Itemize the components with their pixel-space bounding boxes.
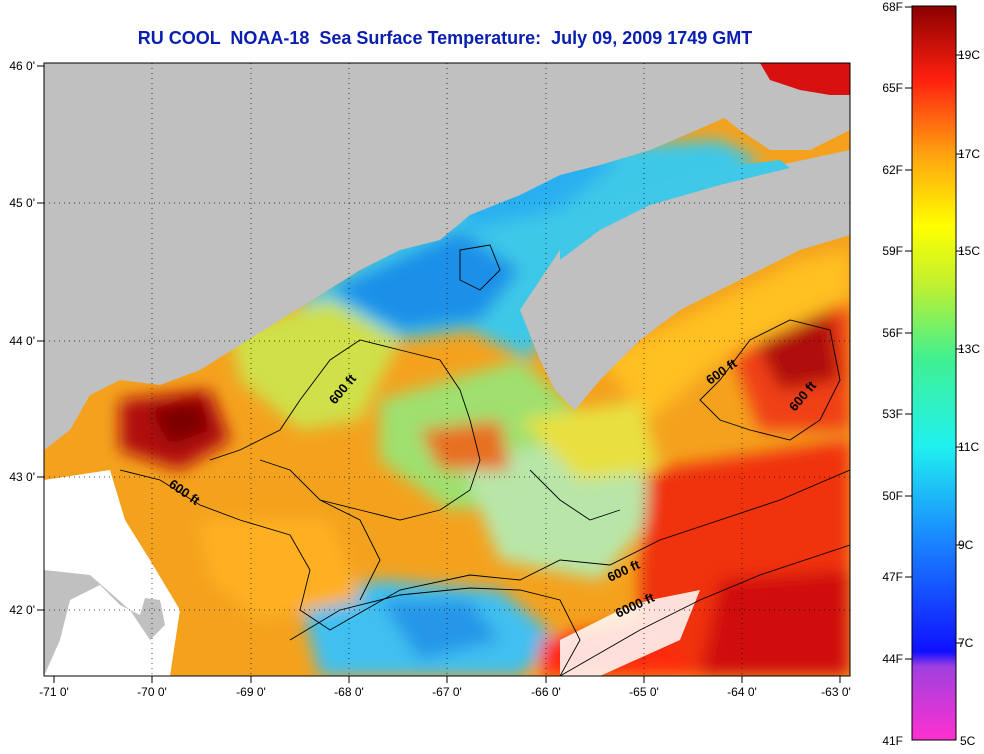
colorbar-c-label: 7C: [958, 636, 974, 650]
lon-tick-label: -67 0': [432, 685, 462, 699]
axis-ticks: [37, 65, 841, 683]
lat-tick-label: 45 0': [9, 196, 35, 210]
latitude-labels: 46 0' 45 0' 44 0' 43 0' 42 0': [9, 59, 35, 617]
lat-tick-label: 46 0': [9, 59, 35, 73]
lon-tick-label: -65 0': [629, 685, 659, 699]
colorbar-f-label: 62F: [882, 163, 903, 177]
land-maine: [44, 63, 770, 450]
lon-tick-label: -64 0': [727, 685, 757, 699]
lat-tick-label: 42 0': [9, 603, 35, 617]
lat-tick-label: 44 0': [9, 334, 35, 348]
land-cape-cod: [44, 570, 165, 676]
map-area: 600 ft 600 ft 600 ft 600 ft 600 ft 6000 …: [44, 63, 850, 676]
colorbar-f-label: 65F: [882, 81, 903, 95]
longitude-labels: -71 0' -70 0' -69 0' -68 0' -67 0' -66 0…: [39, 685, 851, 699]
colorbar-f-label: 41F: [882, 734, 903, 748]
colorbar-c-label: 19C: [958, 48, 980, 62]
colorbar: 68F 65F 62F 59F 56F 53F 50F 47F 44F 41F …: [882, 0, 980, 748]
colorbar-gradient: [911, 5, 957, 741]
warm-patch-ne: [760, 63, 850, 95]
bathymetry-contours: [119, 244, 850, 676]
colorbar-f-label: 53F: [882, 407, 903, 421]
colorbar-f-label: 59F: [882, 244, 903, 258]
lon-tick-label: -69 0': [236, 685, 266, 699]
grid-lines: [44, 63, 850, 676]
cloud-area-s: [560, 590, 700, 676]
colorbar-c-label: 15C: [958, 244, 980, 258]
colorbar-c-label: 9C: [958, 538, 974, 552]
lat-tick-label: 43 0': [9, 470, 35, 484]
colorbar-f-label: 68F: [882, 0, 903, 14]
colorbar-f-label: 50F: [882, 489, 903, 503]
colorbar-c-label: 17C: [958, 147, 980, 161]
bay-of-fundy: [560, 160, 790, 260]
map-title: RU COOL NOAA-18 Sea Surface Temperature:…: [137, 28, 753, 48]
colorbar-c-label: 5C: [960, 734, 976, 748]
lon-tick-label: -66 0': [531, 685, 561, 699]
colorbar-c-label: 11C: [958, 440, 979, 454]
lon-tick-label: -71 0': [39, 685, 69, 699]
colorbar-f-label: 47F: [882, 570, 903, 584]
lon-tick-label: -70 0': [137, 685, 167, 699]
lon-tick-label: -63 0': [821, 685, 851, 699]
colorbar-c-label: 13C: [958, 342, 980, 356]
lon-tick-label: -68 0': [334, 685, 364, 699]
colorbar-f-label: 56F: [882, 326, 903, 340]
colorbar-f-label: 44F: [882, 652, 903, 666]
